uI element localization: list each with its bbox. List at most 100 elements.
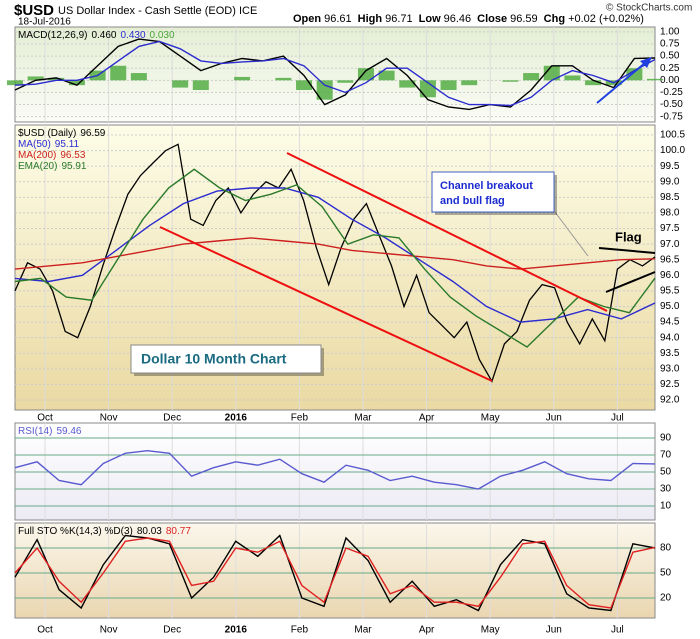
x-tick-label: Feb bbox=[291, 413, 309, 424]
series-line bbox=[14, 534, 656, 612]
histogram-bar bbox=[626, 68, 643, 81]
legend-name: EMA(20) bbox=[18, 161, 57, 172]
histogram-bar bbox=[585, 80, 602, 86]
x-tick-label: Dec bbox=[163, 625, 181, 636]
x-tick-label: Oct bbox=[37, 413, 53, 424]
quote-label: High bbox=[358, 13, 383, 25]
x-tick-label: Mar bbox=[354, 625, 372, 636]
legend-entry: 80.77 bbox=[166, 526, 191, 537]
histogram-bar bbox=[68, 80, 85, 86]
legend: Full STO %K(14,3) %D(3) 80.03 80.77 bbox=[18, 526, 191, 537]
quote: Open 96.61 High 96.71 Low 96.46 Close 96.59 Chg +… bbox=[293, 13, 644, 25]
y-tick-label: 99.0 bbox=[660, 176, 680, 187]
symbol: $USD bbox=[14, 2, 54, 19]
chart-label-box bbox=[130, 344, 322, 374]
y-tick-label: 20 bbox=[660, 593, 672, 604]
legend-name: RSI(14) bbox=[18, 426, 52, 437]
legend-label: MACD(12,26,9) bbox=[18, 30, 87, 41]
y-tick-label: 95.0 bbox=[660, 301, 680, 312]
quote-label: Open bbox=[293, 13, 321, 25]
histogram-bar bbox=[440, 80, 457, 91]
histogram-bar bbox=[192, 80, 209, 91]
y-tick-label: 98.5 bbox=[660, 192, 680, 203]
quote-value: 96.46 bbox=[444, 13, 472, 25]
flag-upper bbox=[598, 247, 656, 254]
x-tick-label: Apr bbox=[419, 625, 435, 636]
series-line bbox=[14, 187, 656, 323]
instrument-name: US Dollar Index - Cash Settle (EOD) ICE bbox=[58, 5, 257, 17]
legend-value: 59.46 bbox=[56, 426, 81, 437]
legend-value: 95.91 bbox=[61, 161, 86, 172]
drawings: Channel breakout and bull flag Flag Doll… bbox=[130, 57, 656, 382]
legend-value: 96.53 bbox=[60, 150, 85, 161]
y-tick-label: 50 bbox=[660, 467, 672, 478]
y-tick-label: 100.5 bbox=[660, 130, 685, 141]
histogram-bar bbox=[461, 80, 478, 86]
y-tick-label: 95.5 bbox=[660, 286, 680, 297]
histogram-bar bbox=[399, 80, 416, 88]
legend-entry: $USD (Daily) 96.59 bbox=[18, 128, 106, 139]
macd-arrowhead bbox=[640, 57, 652, 68]
y-tick-label: 96.5 bbox=[660, 254, 680, 265]
x-tick-label: Jul bbox=[611, 625, 624, 636]
series-line bbox=[14, 537, 656, 609]
y-tick-label: 70 bbox=[660, 450, 672, 461]
y-tick-label: 98.0 bbox=[660, 208, 680, 219]
y-tick-label: 94.5 bbox=[660, 317, 680, 328]
channel-upper bbox=[286, 152, 608, 312]
legend-name: $USD (Daily) bbox=[18, 128, 76, 139]
quote-value: 96.61 bbox=[324, 13, 352, 25]
flag-label: Flag bbox=[615, 229, 642, 244]
quote-value: +0.02 (+0.02%) bbox=[568, 13, 644, 25]
y-tick-label: 10 bbox=[660, 501, 672, 512]
channel-lower bbox=[159, 226, 493, 382]
y-tick-label: 97.5 bbox=[660, 223, 680, 234]
histogram-bar bbox=[523, 73, 540, 81]
x-tick-label: Mar bbox=[354, 413, 372, 424]
series-line bbox=[14, 237, 656, 270]
date: 18-Jul-2016 bbox=[18, 17, 71, 28]
y-tick-label: 97.0 bbox=[660, 239, 680, 250]
x-tick-label: 2016 bbox=[225, 625, 248, 636]
legend-entry: 80.03 bbox=[137, 526, 162, 537]
y-tick-label: -0.50 bbox=[660, 99, 683, 110]
series-line bbox=[14, 168, 656, 348]
x-tick-label: Jun bbox=[546, 413, 562, 424]
legend-name: MA(50) bbox=[18, 139, 51, 150]
series-line bbox=[14, 449, 656, 490]
x-tick-label: Dec bbox=[163, 413, 181, 424]
histogram-bar bbox=[357, 68, 374, 81]
histogram-bar bbox=[378, 70, 395, 81]
series-line bbox=[14, 143, 656, 383]
y-tick-label: 0.75 bbox=[660, 39, 680, 50]
chart-label: Dollar 10 Month Chart bbox=[141, 351, 287, 367]
callout-box bbox=[431, 171, 555, 213]
legend-entry: MA(50) 95.11 bbox=[18, 139, 80, 150]
quote-label: Chg bbox=[544, 13, 565, 25]
logo: © StockCharts.com bbox=[606, 3, 692, 14]
x-tick-label: Nov bbox=[100, 625, 118, 636]
y-tick-label: 0.00 bbox=[660, 75, 680, 86]
histogram-bar bbox=[419, 80, 436, 98]
histogram-bar bbox=[275, 77, 292, 81]
x-tick-label: Jul bbox=[611, 413, 624, 424]
y-tick-label: 90 bbox=[660, 433, 672, 444]
y-tick-label: -0.25 bbox=[660, 87, 683, 98]
legend-label: Full STO %K(14,3) %D(3) bbox=[18, 526, 133, 537]
series-line bbox=[14, 38, 656, 111]
legend-name: MA(200) bbox=[18, 150, 56, 161]
y-tick-label: -0.75 bbox=[660, 111, 683, 122]
legend-entry: 0.430 bbox=[121, 30, 146, 41]
legend-entry: EMA(20) 95.91 bbox=[18, 161, 87, 172]
histogram-bar bbox=[234, 76, 251, 81]
quote-value: 96.59 bbox=[510, 13, 538, 25]
histogram-bar bbox=[564, 75, 581, 81]
plots: Oct Nov Dec 2016 Feb Mar Apr May Jun Jul Oct Nov Dec… bbox=[7, 26, 685, 636]
callout-text: and bull flag bbox=[440, 195, 505, 207]
quote-label: Low bbox=[419, 13, 441, 25]
y-tick-label: 92.0 bbox=[660, 395, 680, 406]
histogram-bar bbox=[110, 65, 127, 81]
callout-text: Channel breakout bbox=[440, 180, 533, 192]
x-tick-label: May bbox=[481, 625, 500, 636]
histogram-bar bbox=[316, 80, 333, 100]
